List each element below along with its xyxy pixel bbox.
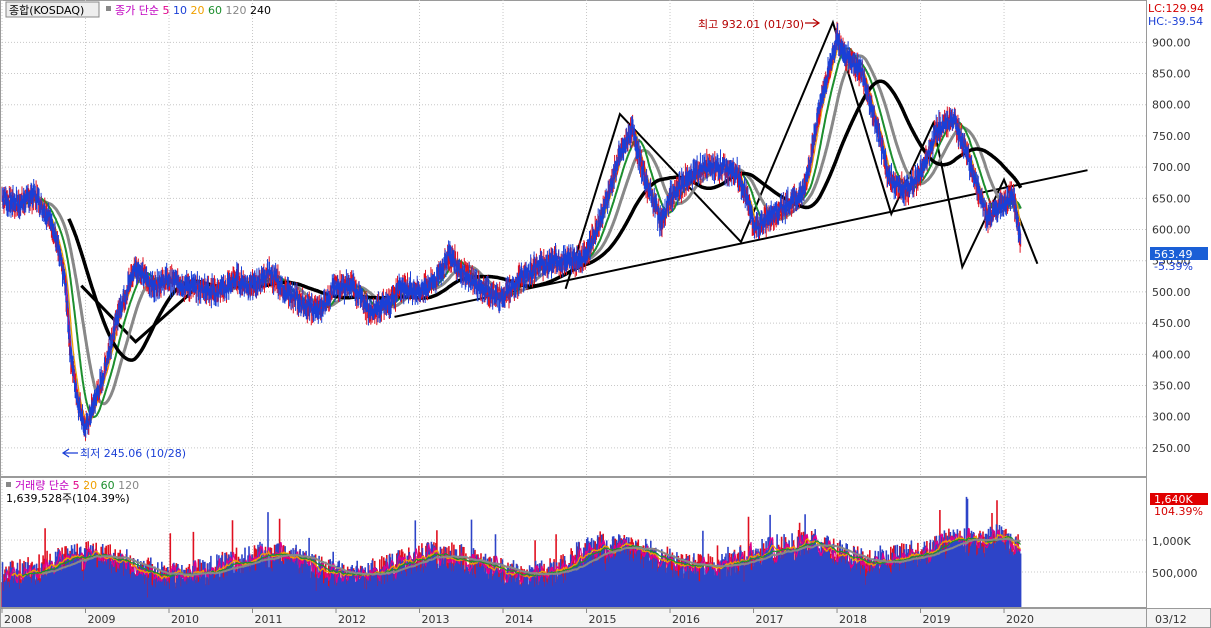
volume-legend-title: 거래량 단순: [15, 479, 73, 492]
price-panel-frame: [0, 0, 1147, 477]
symbol-label: 종합(KOSDAQ): [9, 4, 84, 17]
volume-marker-icon: [6, 482, 11, 487]
xtick-label: 2009: [88, 613, 116, 626]
symbol-box[interactable]: [5, 1, 100, 18]
volume-pct: 104.39%: [1154, 505, 1203, 518]
price-series: [1, 22, 1022, 441]
xtick-label: 2017: [756, 613, 784, 626]
xtick-label: 03/12: [1155, 613, 1187, 626]
xtick-label: 2015: [589, 613, 617, 626]
xtick-label: 2020: [1006, 613, 1034, 626]
volume-legend-60: 60: [101, 479, 119, 492]
volume-ma-120: [41, 537, 1022, 577]
volume-legend-120: 120: [118, 479, 139, 492]
volume-readout: 1,639,528주(104.39%): [6, 492, 130, 505]
ytick-label: 800.00: [1152, 99, 1191, 112]
xtick-label: 2008: [4, 613, 32, 626]
ma-legend-120: 120: [225, 4, 250, 17]
ytick-label: 900.00: [1152, 36, 1191, 49]
price-y-axis: 900.00 850.00 800.00 750.00 700.00 650.00 600.…: [1152, 36, 1191, 455]
volume-badge: [1150, 493, 1208, 505]
ytick-label: 750.00: [1152, 130, 1191, 143]
x-axis: 2008 2009 2010 2011 2012 2013 2014 2015 2016 2017…: [1, 608, 1187, 626]
ma-legend-20: 20: [190, 4, 208, 17]
ytick-label: 500.00: [1152, 286, 1191, 299]
ma-marker-icon: [106, 6, 111, 11]
ma-legend-title: 종가 단순: [115, 4, 162, 17]
ma-legend: 종가 단순 5 10 20 60 120 240: [115, 4, 271, 17]
volume-ytick-1000k: 1,000K: [1152, 535, 1191, 548]
current-value: 563.49: [1154, 248, 1193, 261]
ytick-label: 450.00: [1152, 317, 1191, 330]
ytick-label: 700.00: [1152, 161, 1191, 174]
volume-legend-5: 5: [73, 479, 84, 492]
ma-legend-240: 240: [250, 4, 271, 17]
grid: [1, 0, 1146, 607]
volume-bars: [1, 496, 1022, 607]
ma-legend-10: 10: [173, 4, 191, 17]
volume-legend: 거래량 단순 5 20 60 120: [15, 479, 139, 492]
current-value-badge: [1150, 247, 1208, 260]
ytick-label: 600.00: [1152, 224, 1191, 237]
low-annotation: 최저 245.06 (10/28): [80, 447, 186, 460]
xtick-label: 2012: [338, 613, 366, 626]
price-candles-down: [1, 23, 1021, 438]
ytick-label: 400.00: [1152, 348, 1191, 361]
volume-bars-down: [1, 496, 1022, 607]
low-arrow-icon: [61, 448, 78, 458]
xtick-label: 2018: [839, 613, 867, 626]
xtick-label: 2013: [422, 613, 450, 626]
ma-legend-60: 60: [208, 4, 226, 17]
xtick-label: 2019: [923, 613, 951, 626]
lc-readout: LC:129.94: [1148, 2, 1204, 15]
ytick-label: 300.00: [1152, 411, 1191, 424]
volume-badge-text: 1,640K: [1154, 493, 1193, 506]
volume-ma-5: [4, 527, 1022, 584]
ytick-label: 650.00: [1152, 192, 1191, 205]
xtick-label: 2014: [505, 613, 533, 626]
xtick-label: 2011: [255, 613, 283, 626]
ytick-label: 250.00: [1152, 442, 1191, 455]
high-arrow-icon: [805, 18, 821, 28]
high-annotation: 최고 932.01 (01/30): [698, 18, 804, 31]
trend-lines: [80, 19, 1088, 344]
volume-ytick-500k: 500,000: [1152, 567, 1198, 580]
current-change: -5.39%: [1154, 260, 1193, 273]
volume-legend-20: 20: [83, 479, 101, 492]
xtick-label: 2010: [171, 613, 199, 626]
ma-legend-5: 5: [162, 4, 173, 17]
ytick-label: 850.00: [1152, 68, 1191, 81]
xtick-label: 2016: [672, 613, 700, 626]
hc-readout: HC:-39.54: [1148, 15, 1203, 28]
ytick-label: 350.00: [1152, 380, 1191, 393]
volume-ma-lines: [4, 527, 1022, 584]
